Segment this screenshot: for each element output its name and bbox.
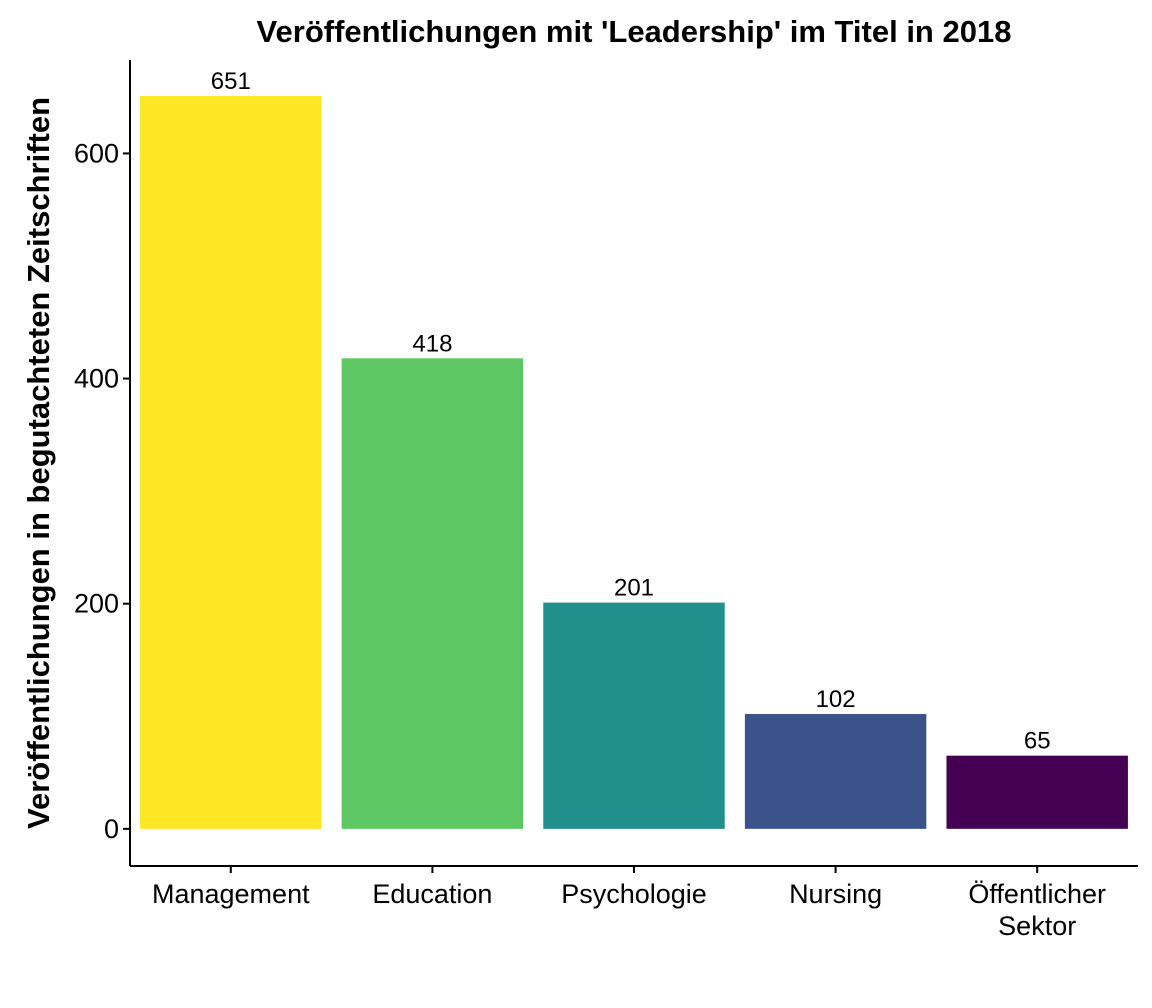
bar-1: [341, 358, 524, 829]
x-tick-label-0: Management: [152, 879, 310, 909]
bar-2: [543, 602, 725, 829]
x-tick-label-1: Education: [372, 879, 492, 909]
data-label-2: 201: [614, 575, 654, 602]
x-tick-label-4: Öffentlicher Sektor: [968, 879, 1106, 941]
x-tick-label-2: Psychologie: [561, 879, 707, 909]
x-tick-label-3: Nursing: [789, 879, 882, 909]
data-label-0: 651: [211, 68, 251, 95]
y-axis-label: Veröffentlichungen in begutachteten Zeit…: [21, 97, 56, 829]
data-label-1: 418: [412, 330, 452, 357]
data-label-4: 65: [1024, 728, 1051, 755]
y-tick-label-1: 200: [74, 589, 119, 619]
bar-4: [946, 755, 1128, 829]
y-tick-label-2: 400: [74, 364, 119, 394]
bar-0: [140, 96, 322, 829]
y-tick-label-3: 600: [74, 138, 119, 168]
bar-3: [744, 714, 927, 829]
data-label-3: 102: [816, 686, 856, 713]
plot-area: 651 418 201 102 65 0 200 400 600 Management Educat…: [74, 60, 1138, 941]
y-tick-label-0: 0: [104, 814, 119, 844]
chart-title: Veröffentlichungen mit 'Leadership' im T…: [257, 14, 1012, 49]
